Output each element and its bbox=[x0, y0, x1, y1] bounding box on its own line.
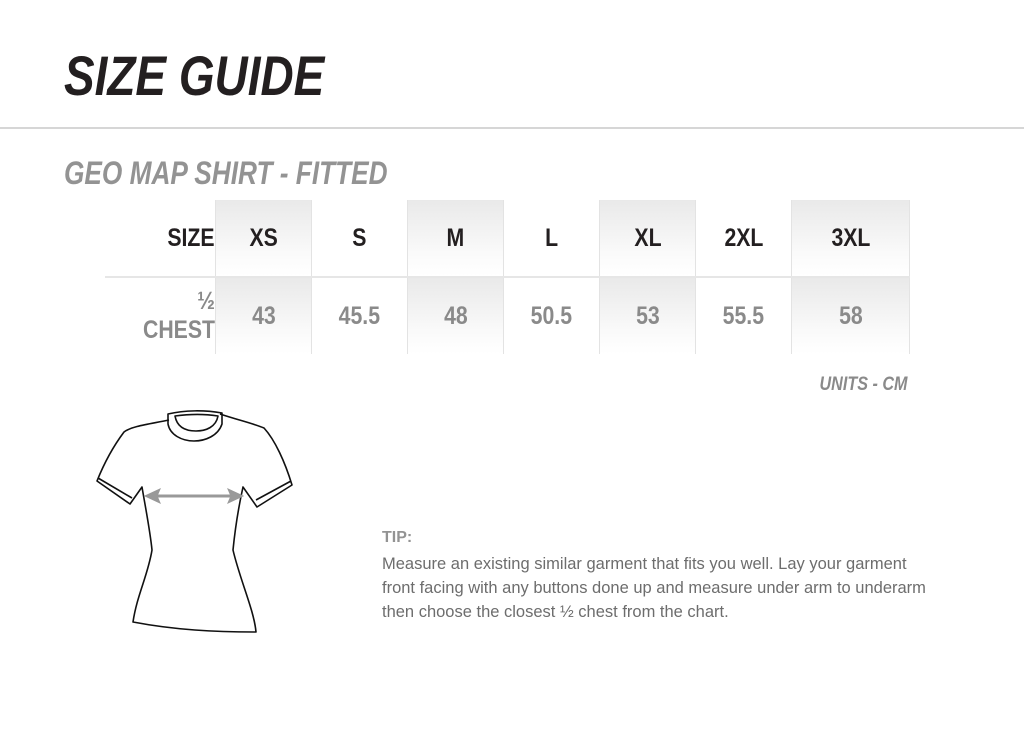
size-header: SIZE bbox=[105, 200, 216, 278]
size-table: SIZE XS S M L XL 2XL 3XL ½ CHEST 43 45.5… bbox=[105, 200, 910, 354]
chest-3xl: 58 bbox=[791, 277, 910, 354]
right-cuff bbox=[255, 480, 292, 501]
size-xs: XS bbox=[215, 200, 312, 278]
size-xl: XL bbox=[599, 200, 696, 278]
units-label: UNITS - CM bbox=[819, 374, 907, 395]
product-subtitle: GEO MAP SHIRT - FITTED bbox=[64, 155, 388, 191]
divider bbox=[0, 127, 1024, 129]
chest-2xl: 55.5 bbox=[695, 277, 792, 354]
chest-xl: 53 bbox=[599, 277, 696, 354]
size-l: L bbox=[503, 200, 600, 278]
page-title: SIZE GUIDE bbox=[64, 44, 325, 107]
chest-row: ½ CHEST 43 45.5 48 50.5 53 55.5 58 bbox=[105, 277, 910, 354]
chest-arrow bbox=[143, 487, 245, 505]
chest-m: 48 bbox=[407, 277, 504, 354]
size-row: SIZE XS S M L XL 2XL 3XL bbox=[105, 200, 910, 278]
chest-s: 45.5 bbox=[311, 277, 408, 354]
collar-inner bbox=[174, 413, 219, 432]
tip-heading: TIP: bbox=[382, 529, 413, 546]
size-3xl: 3XL bbox=[791, 200, 910, 278]
chest-xs: 43 bbox=[215, 277, 312, 354]
left-cuff bbox=[97, 477, 133, 499]
tshirt-measure-illustration bbox=[96, 410, 293, 633]
tip-text: Measure an existing similar garment that… bbox=[382, 555, 926, 621]
collar-outer bbox=[167, 410, 223, 442]
size-s: S bbox=[311, 200, 408, 278]
chest-header: ½ CHEST bbox=[142, 287, 215, 344]
size-m: M bbox=[407, 200, 504, 278]
shirt-outline bbox=[96, 413, 293, 633]
chest-l: 50.5 bbox=[503, 277, 600, 354]
size-2xl: 2XL bbox=[695, 200, 792, 278]
